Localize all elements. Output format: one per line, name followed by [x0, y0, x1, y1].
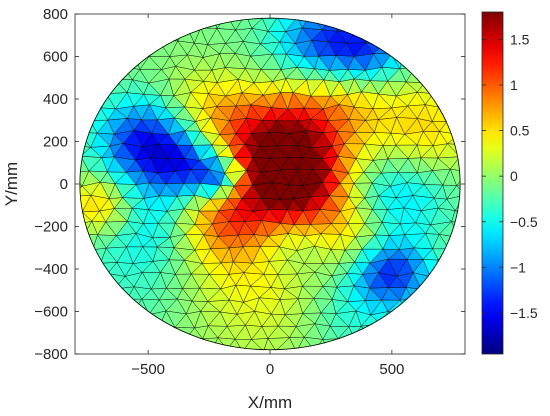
- mesh-cell: [466, 133, 484, 147]
- mesh-cell: [40, 158, 54, 173]
- mesh-cell: [464, 105, 483, 121]
- y-tick-label: 800: [43, 6, 68, 23]
- mesh-cell: [456, 182, 461, 196]
- mesh-cell: [456, 171, 461, 186]
- mesh-cell: [57, 249, 73, 259]
- mesh-cell: [201, 1, 220, 14]
- mesh-cell: [464, 118, 483, 132]
- mesh-cell: [56, 107, 76, 119]
- mesh-cell: [220, 4, 237, 15]
- colorbar-tick-label: −1: [510, 259, 526, 275]
- mesh-cell: [57, 196, 72, 209]
- y-tick-label: 200: [43, 134, 68, 151]
- x-axis-ticks: −500 0 500: [131, 14, 404, 378]
- y-tick-label: −400: [34, 261, 68, 278]
- y-tick-label: −600: [34, 304, 68, 321]
- mesh-cell: [303, 3, 319, 14]
- mesh-cell: [227, 4, 246, 15]
- mesh-cell: [46, 119, 65, 133]
- mesh-cell: [57, 233, 73, 250]
- x-tick-label: 500: [379, 361, 404, 378]
- mesh-cell: [466, 145, 484, 160]
- y-tick-label: 0: [60, 176, 68, 193]
- mesh-cell: [50, 196, 62, 212]
- mesh-cell: [42, 185, 57, 199]
- mesh-cell: [465, 183, 483, 199]
- plot-area: −500 0 500 800 600 400 200 0 −200 −400 −600 −800: [34, 1, 484, 378]
- colorbar-tick-label: 0: [510, 168, 518, 184]
- colorbar-tick-label: 1.5: [510, 31, 530, 47]
- mesh-cell: [42, 196, 57, 212]
- mesh-cell: [48, 157, 63, 173]
- colorbar-ticks: 1.5 1 0.5 0 −0.5 −1 −1.5: [482, 31, 538, 321]
- colorbar: 1.5 1 0.5 0 −0.5 −1 −1.5: [481, 11, 538, 355]
- colorbar-tick-label: 1: [510, 77, 518, 93]
- mesh-cell: [237, 2, 253, 14]
- y-tick-label: −200: [34, 219, 68, 236]
- mesh-cell: [468, 172, 483, 183]
- x-axis-label: X/mm: [248, 393, 292, 412]
- colorbar-gradient: [481, 11, 504, 355]
- mesh-cell: [40, 172, 54, 185]
- x-tick-label: −500: [131, 361, 165, 378]
- x-tick-label: 0: [266, 361, 274, 378]
- mesh-cell: [465, 195, 483, 212]
- y-tick-label: −800: [34, 346, 68, 363]
- y-axis-ticks: 800 600 400 200 0 −200 −400 −600 −800: [34, 6, 465, 363]
- mesh-cell: [168, 4, 186, 14]
- mesh-cell: [46, 233, 66, 250]
- colorbar-tick-label: −1.5: [510, 305, 538, 321]
- y-tick-label: 400: [43, 91, 68, 108]
- colorbar-tick-label: 0.5: [510, 123, 530, 139]
- domain-boundary: [79, 17, 461, 351]
- mesh-cell: [468, 159, 483, 172]
- mesh-cell: [56, 119, 76, 133]
- colorbar-tick-label: −0.5: [510, 214, 538, 230]
- mesh-cell: [54, 157, 72, 173]
- y-tick-label: 600: [43, 49, 68, 66]
- y-axis-label: Y/mm: [2, 162, 21, 206]
